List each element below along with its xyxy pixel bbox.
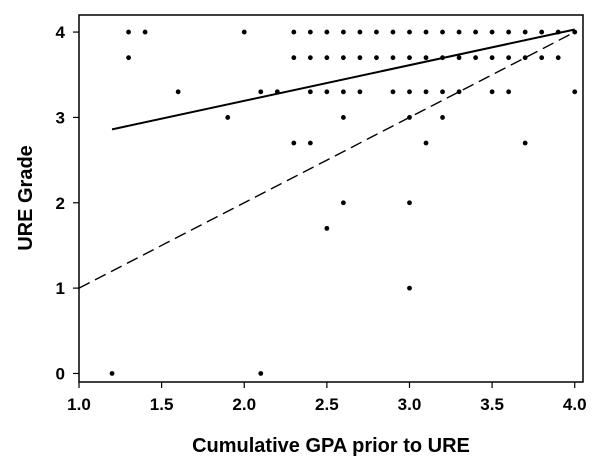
data-point (423, 29, 429, 35)
data-point (506, 29, 512, 35)
data-point (291, 140, 297, 146)
data-point (340, 29, 346, 35)
data-point (456, 29, 462, 35)
data-point (291, 55, 297, 61)
y-tick-label: 2 (56, 194, 65, 213)
data-point (258, 89, 264, 95)
data-point (126, 29, 131, 35)
lines-layer (78, 28, 576, 289)
data-point (142, 29, 148, 35)
y-tick-label: 4 (56, 23, 66, 42)
data-point (407, 29, 412, 35)
data-point (456, 55, 462, 61)
data-point (473, 29, 478, 35)
data-point (407, 285, 412, 291)
y-tick-label: 3 (56, 108, 65, 127)
data-point (506, 89, 512, 95)
x-tick-label: 1.5 (150, 395, 174, 414)
data-point (307, 140, 313, 146)
data-point (423, 89, 429, 95)
y-axis-ticks: 0 1 2 3 4 (56, 23, 79, 383)
data-point (307, 29, 313, 35)
data-point (522, 55, 528, 61)
data-point (440, 29, 445, 35)
data-point (440, 89, 445, 95)
x-axis-title: Cumulative GPA prior to URE (192, 435, 470, 457)
data-point (539, 29, 545, 35)
plot-frame (78, 14, 584, 383)
y-tick-label: 1 (56, 279, 65, 298)
data-point (390, 55, 396, 61)
x-tick-label: 3.5 (480, 395, 504, 414)
data-point (307, 55, 313, 61)
x-tick-label: 3.0 (398, 395, 422, 414)
data-point (440, 115, 445, 120)
data-point (572, 89, 578, 95)
x-tick-label: 4.0 (563, 395, 587, 414)
data-point (291, 29, 297, 35)
data-point (522, 29, 528, 35)
data-point (307, 89, 313, 95)
data-point (407, 200, 412, 206)
data-point (423, 55, 429, 61)
data-point (357, 55, 363, 61)
data-point (572, 29, 578, 35)
data-point (390, 29, 396, 35)
data-point (324, 89, 330, 95)
data-point (258, 371, 264, 376)
reference-line (78, 31, 576, 289)
data-point (340, 200, 346, 206)
data-point (357, 29, 363, 35)
x-tick-label: 1.0 (67, 395, 91, 414)
data-point (423, 140, 429, 146)
x-tick-label: 2.5 (315, 395, 339, 414)
data-point (324, 29, 330, 35)
x-tick-label: 2.0 (232, 395, 256, 414)
data-point (489, 29, 495, 35)
data-point (340, 89, 346, 95)
data-point (126, 55, 131, 61)
data-point (324, 225, 330, 231)
data-point (390, 89, 396, 95)
points-layer (109, 29, 578, 376)
data-point (175, 89, 181, 95)
data-point (109, 371, 115, 376)
data-point (407, 89, 412, 95)
data-point (374, 29, 379, 35)
data-point (489, 89, 495, 95)
data-point (456, 89, 462, 95)
data-point (324, 55, 330, 61)
data-point (407, 55, 412, 61)
data-point (340, 55, 346, 61)
data-point (539, 55, 545, 61)
data-point (555, 55, 561, 61)
y-tick-label: 0 (56, 364, 65, 383)
data-point (340, 115, 346, 120)
data-point (489, 55, 495, 61)
x-axis-ticks: 1.0 1.5 2.0 2.5 3.0 3.5 4.0 (67, 382, 587, 414)
data-point (241, 29, 247, 35)
y-axis-title: URE Grade (15, 145, 37, 251)
data-point (357, 89, 363, 95)
data-point (374, 55, 379, 61)
data-point (225, 115, 231, 120)
data-point (506, 55, 512, 61)
data-point (522, 140, 528, 146)
data-point (473, 55, 478, 61)
fit-line (111, 28, 575, 131)
